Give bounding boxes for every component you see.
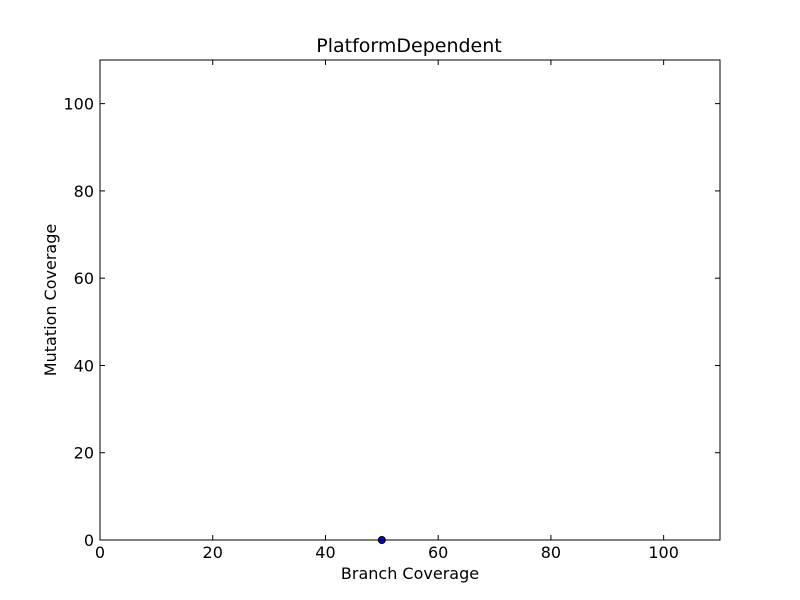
y-tick-label: 20 xyxy=(74,444,94,463)
x-tick-label: 100 xyxy=(648,543,679,562)
x-tick-label: 0 xyxy=(95,543,105,562)
x-tick-label: 20 xyxy=(203,543,223,562)
y-tick-label: 100 xyxy=(63,95,94,114)
x-tick-label: 40 xyxy=(315,543,335,562)
x-tick-label: 60 xyxy=(428,543,448,562)
plot-area xyxy=(100,60,720,540)
y-tick-label: 40 xyxy=(74,356,94,375)
x-tick-label: 80 xyxy=(541,543,561,562)
plot-frame xyxy=(99,59,721,541)
y-axis-label: Mutation Coverage xyxy=(41,224,60,376)
axis-tick-labels: 0 20 40 60 80 100 0 20 40 60 80 100 xyxy=(63,95,678,562)
x-axis-label: Branch Coverage xyxy=(341,564,479,583)
chart-title: PlatformDependent xyxy=(316,35,501,57)
plot-background xyxy=(100,60,720,540)
y-tick-label: 0 xyxy=(84,531,94,550)
axis-ticks xyxy=(99,60,720,541)
y-tick-label: 80 xyxy=(74,182,94,201)
y-tick-label: 60 xyxy=(74,269,94,288)
